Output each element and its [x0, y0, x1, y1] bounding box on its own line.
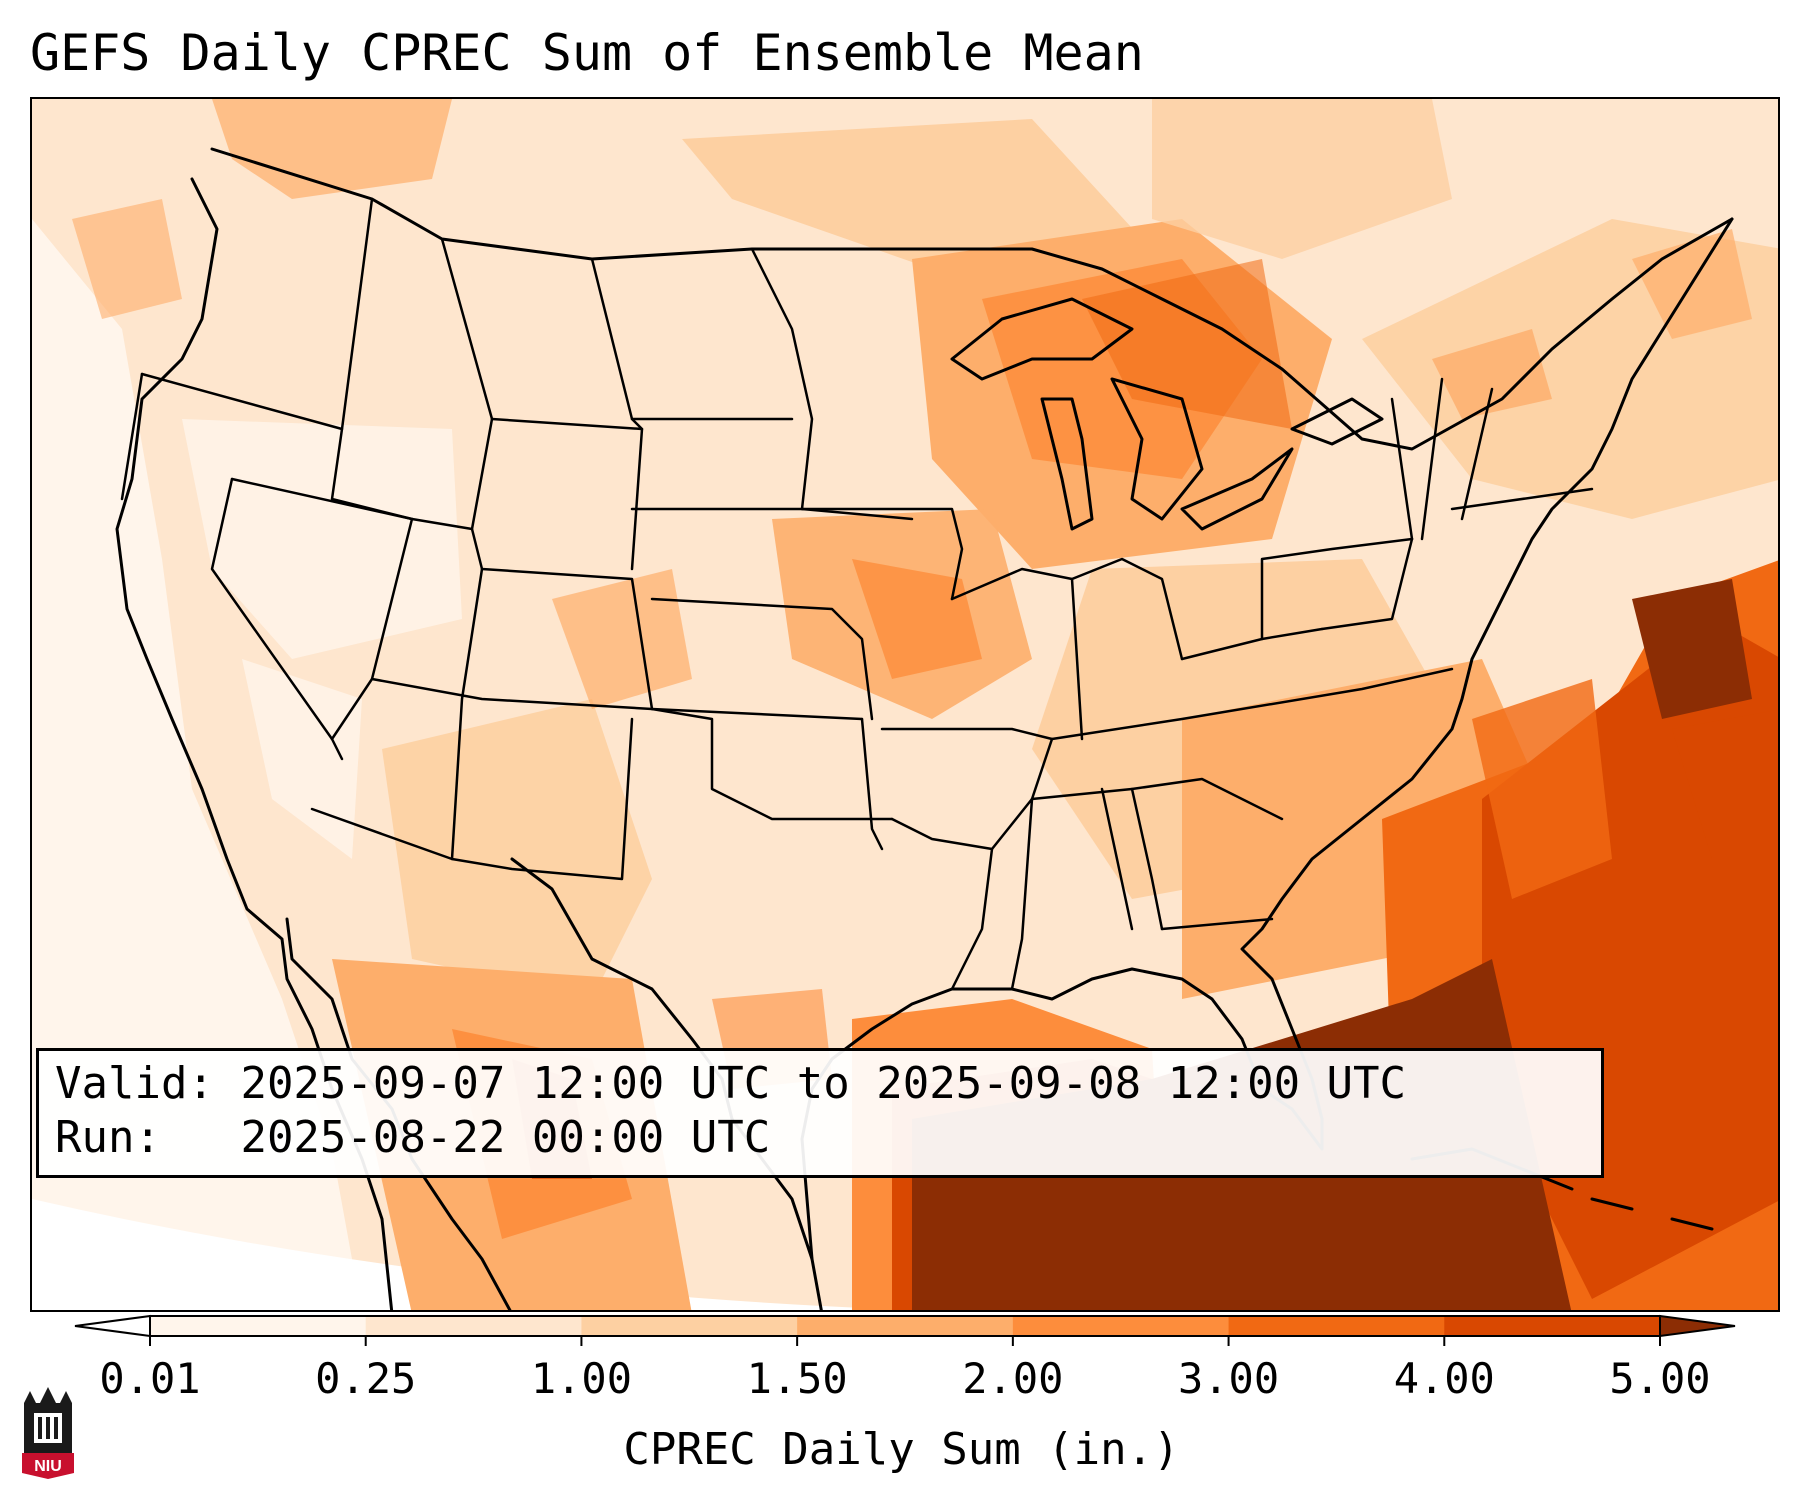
colorbar-tick-label: 2.00 — [962, 1354, 1063, 1403]
us-canada-border — [210, 147, 1734, 451]
valid-label: Valid: — [55, 1058, 214, 1109]
page-title: GEFS Daily CPREC Sum of Ensemble Mean — [30, 24, 1144, 82]
niu-logo-text: NIU — [34, 1458, 62, 1475]
colorbar-under-arrow — [74, 1314, 151, 1338]
colorbar-segment — [1012, 1316, 1230, 1336]
state-borders — [120, 197, 1594, 991]
colorbar-segment — [581, 1316, 798, 1336]
colorbar-ticks: 0.01 0.25 1.00 1.50 2.00 3.00 4.00 5.00 — [99, 1336, 1711, 1403]
colorbar-over-arrow — [1659, 1314, 1736, 1338]
colorbar-segment — [1228, 1316, 1445, 1336]
great-lakes-outline — [950, 297, 1384, 531]
colorbar-tick-label: 1.50 — [747, 1354, 848, 1403]
colorbar-segment — [365, 1316, 582, 1336]
colorbar-tick-label: 5.00 — [1609, 1354, 1710, 1403]
colorbar-tick-label: 3.00 — [1178, 1354, 1279, 1403]
colorbar-outline — [149, 1315, 1661, 1337]
colorbar-segment — [1444, 1316, 1661, 1336]
colorbar-segment — [150, 1316, 367, 1336]
colorbar-segments — [74, 1314, 1736, 1338]
colorbar-tick-label: 0.01 — [99, 1354, 200, 1403]
colorbar-tick-label: 1.00 — [531, 1354, 632, 1403]
valid-run-infobox: Valid: 2025-09-07 12:00 UTC to 2025-09-0… — [36, 1048, 1604, 1178]
colorbar-segment — [797, 1316, 1014, 1336]
valid-value: 2025-09-07 12:00 UTC to 2025-09-08 12:00… — [240, 1058, 1407, 1109]
run-value: 2025-08-22 00:00 UTC — [240, 1112, 771, 1163]
colorbar: 0.01 0.25 1.00 1.50 2.00 3.00 4.00 5.00 — [74, 1314, 1736, 1403]
colorbar-tick-label: 4.00 — [1394, 1354, 1495, 1403]
colorbar-tick-label: 0.25 — [315, 1354, 416, 1403]
niu-tower-logo-icon: NIU — [22, 1387, 74, 1479]
colorbar-label: CPREC Daily Sum (in.) — [623, 1424, 1180, 1475]
run-label: Run: — [55, 1112, 161, 1163]
